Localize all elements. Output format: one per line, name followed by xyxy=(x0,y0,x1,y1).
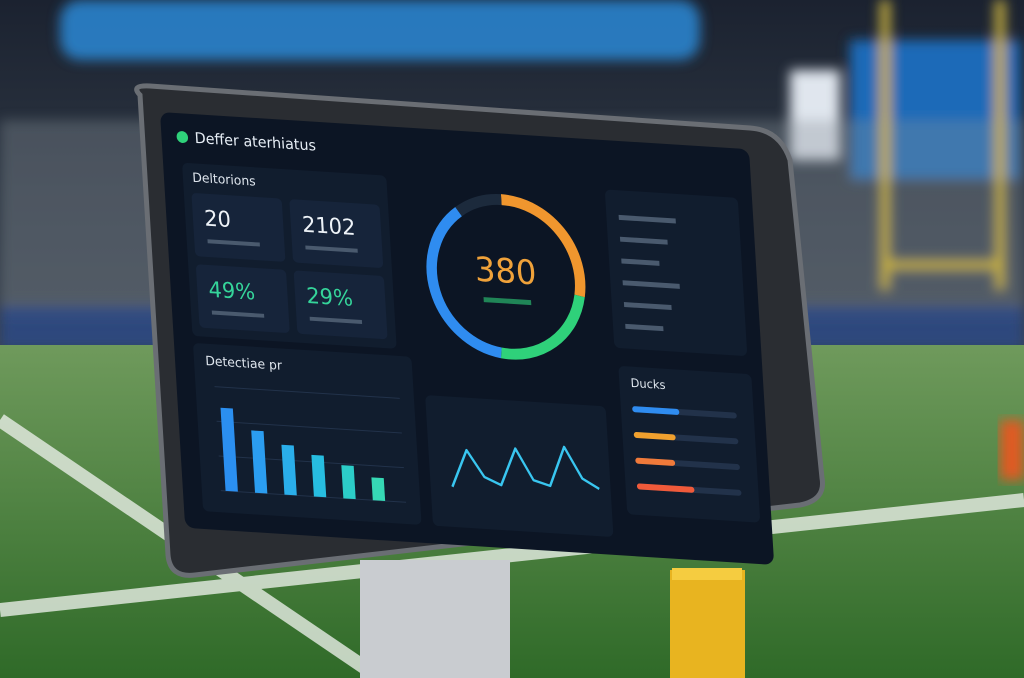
goalpost xyxy=(880,0,890,290)
ducks-panel xyxy=(618,366,760,523)
yellow-block-top xyxy=(672,568,742,580)
gauge-segment xyxy=(500,294,585,360)
list-row xyxy=(618,214,676,224)
stat-value: 49% xyxy=(208,277,256,305)
progress-bar xyxy=(633,432,676,441)
goalpost xyxy=(995,0,1005,290)
grid-line xyxy=(218,455,404,469)
stat-caption xyxy=(207,239,260,247)
gauge-value: 380 xyxy=(474,249,538,293)
bar xyxy=(251,430,268,494)
stat-value: 20 xyxy=(204,206,232,233)
monitor-stand xyxy=(360,560,510,678)
list-panel xyxy=(605,189,748,356)
scoreboard-light xyxy=(60,0,700,60)
stat-card xyxy=(293,270,388,340)
stat-card xyxy=(191,193,286,262)
bar xyxy=(281,444,297,496)
progress-bar xyxy=(635,457,676,466)
yellow-block xyxy=(670,570,745,678)
bar xyxy=(220,407,238,492)
bar xyxy=(341,465,356,500)
stat-card xyxy=(289,199,384,268)
grid-line xyxy=(214,386,400,399)
stat-caption xyxy=(309,316,363,324)
progress-bar xyxy=(636,483,695,493)
gauge-segment xyxy=(455,194,502,217)
bar xyxy=(311,454,327,498)
pylon xyxy=(1000,420,1024,480)
list-row xyxy=(623,302,672,311)
line-panel xyxy=(425,395,614,537)
list-row xyxy=(622,280,680,289)
stat-caption xyxy=(305,245,358,253)
field-line xyxy=(0,493,1024,617)
logo-icon xyxy=(176,131,189,144)
gauge-segment xyxy=(426,207,502,359)
gauge-segment xyxy=(500,194,586,298)
stat-caption xyxy=(211,310,265,318)
gauge-caption xyxy=(483,297,532,306)
bar xyxy=(371,477,386,501)
ducks-title: Ducks xyxy=(630,376,666,392)
goalpost xyxy=(880,260,1005,270)
grid-line xyxy=(216,420,402,434)
line-series xyxy=(451,445,600,491)
list-row xyxy=(619,236,668,245)
list-row xyxy=(621,258,660,266)
list-row xyxy=(625,323,664,332)
progress-bar xyxy=(632,406,680,415)
stat-value: 29% xyxy=(306,284,354,312)
stat-value: 2102 xyxy=(301,212,356,241)
stat-card xyxy=(196,264,290,333)
stats-title: Deltorions xyxy=(192,169,256,188)
bar-chart-title: Detectiae pr xyxy=(205,353,283,373)
screen: Deffer aterhiatus Deltorions Detectiae p… xyxy=(160,112,774,565)
